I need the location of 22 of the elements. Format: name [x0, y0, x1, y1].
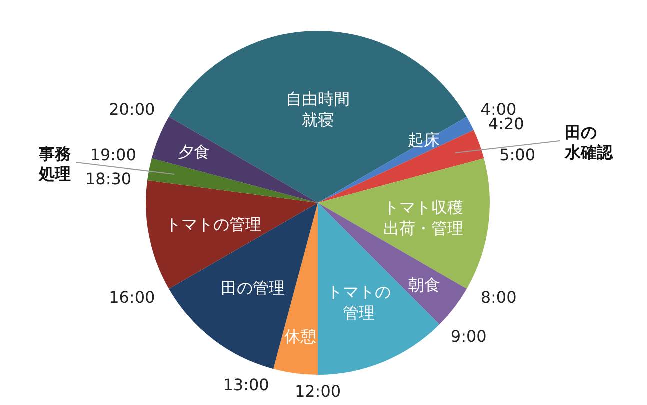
slice-label: トマトの管理	[165, 214, 262, 234]
pie-slice	[169, 203, 318, 370]
slice-label: トマトの管理	[326, 282, 391, 323]
text: 20:00	[109, 100, 156, 119]
text: 19:00	[90, 145, 136, 164]
slice-label: 田の水確認	[564, 122, 614, 162]
text: 9:00	[450, 326, 487, 346]
slice-label: トマト収穫出荷・管理	[384, 198, 464, 238]
slice-label: 田の管理	[221, 278, 286, 298]
slice-label: 起床	[408, 130, 440, 150]
slice-label: 休憩	[284, 327, 316, 346]
slice-label: 自由時間就寝	[286, 89, 350, 130]
text: 8:00	[480, 288, 517, 307]
slice-label: 朝食	[408, 276, 440, 295]
text: 12:00	[294, 382, 342, 401]
slice-label: 夕食	[178, 142, 210, 162]
text: 5:00	[500, 145, 536, 164]
pie-slice	[147, 158, 318, 203]
slice-label: 事務処理	[38, 144, 72, 184]
text: 18:30	[86, 169, 132, 188]
text: 13:00	[223, 376, 270, 395]
text: 16:00	[109, 288, 156, 307]
